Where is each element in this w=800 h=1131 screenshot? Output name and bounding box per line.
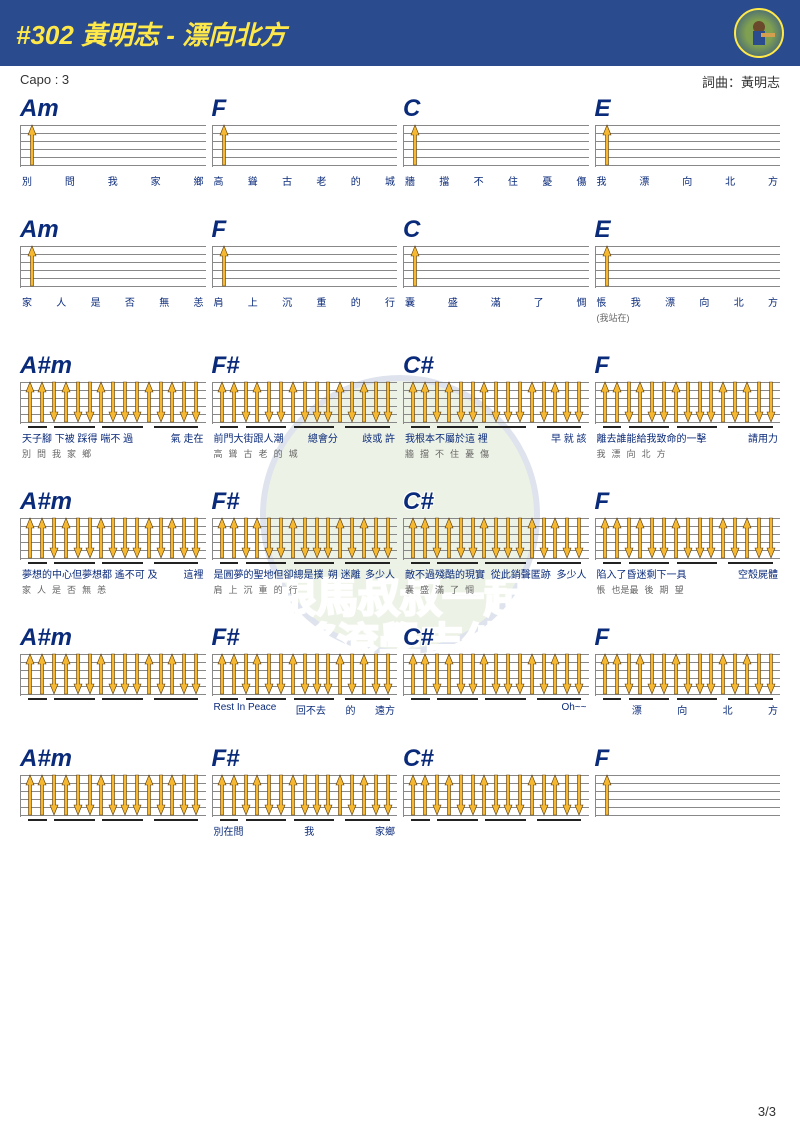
measure: C# 我根本不屬於這 裡早 就 該 牆擋不住憂傷 [403,352,589,460]
measure: E 悵我漂向北方 (我站在) [595,216,781,324]
chord-label: Am [20,95,206,123]
staff [212,775,398,817]
staff [403,654,589,696]
staff [20,246,206,288]
measure: A#m 夢想的中心但夢想都 遙不可 及這裡 家人是否無恙 [20,488,206,596]
staff [212,246,398,288]
staff [212,125,398,167]
measure: C 牆擋不住憂傷 [403,95,589,188]
chord-label: F# [212,745,398,773]
measure: Am 家人是否無恙 [20,216,206,324]
staff [595,775,781,817]
channel-logo [734,8,784,58]
staff [403,382,589,424]
chord-label: A#m [20,488,206,516]
measure: F# Rest In Peace回不去的遠方 [212,624,398,717]
staff [20,518,206,560]
measure: F 高聳古老的城 [212,95,398,188]
chord-label: F [595,352,781,380]
staff-row: A#m F# 別在問我家鄉 C# [20,745,780,838]
measure: C# [403,745,589,838]
staff-row: A#m F# Rest In Peace回不去的遠方 C# [20,624,780,717]
chord-label: C# [403,624,589,652]
chord-label: F [595,488,781,516]
chord-label: F# [212,624,398,652]
measure: E 我漂向北方 [595,95,781,188]
staff [595,382,781,424]
measure: F# 是圓夢的聖地但卻總是撲朔 迷離多少人 肩上沉重的行 [212,488,398,596]
staff-row: Am 別問我家鄉 F 高聳古老的城 C 牆擋不住憂傷 E [20,95,780,188]
sheet-content: 跟馬叔叔一起搖滾學吉他 Am 別問我家鄉 F 高聳古老的城 C 牆擋不住憂傷 [0,95,800,838]
chord-label: F [212,95,398,123]
chord-label: Am [20,216,206,244]
measure: F 陷入了昏迷剩下一具空殼屍體 悵也是最後期望 [595,488,781,596]
staff [212,382,398,424]
chord-label: E [595,95,781,123]
staff-row: A#m 天子腳 下被 踩得 喘不 過氣 走在 別問我家鄉 F# 前門大街跟人潮總… [20,352,780,460]
measure: A#m [20,624,206,717]
measure: A#m 天子腳 下被 踩得 喘不 過氣 走在 別問我家鄉 [20,352,206,460]
chord-label: C [403,216,589,244]
measure: F 漂向北方 [595,624,781,717]
chord-label: F# [212,352,398,380]
capo-label: Capo : 3 [20,72,69,91]
staff [212,518,398,560]
chord-label: F# [212,488,398,516]
chord-label: E [595,216,781,244]
measure: F# 別在問我家鄉 [212,745,398,838]
staff [20,382,206,424]
chord-label: C# [403,352,589,380]
measure: C 囊盛滿了惆 [403,216,589,324]
measure: F 離去誰能給我致命的一擊請用力 我漂向北方 [595,352,781,460]
chord-label: C# [403,488,589,516]
chord-label: A#m [20,352,206,380]
measure: A#m [20,745,206,838]
staff [595,246,781,288]
measure: F 肩上沉重的行 [212,216,398,324]
chord-label: A#m [20,624,206,652]
measure: F# 前門大街跟人潮總會分歧或 許 高聳古老的城 [212,352,398,460]
measure: C# Oh~~ [403,624,589,717]
staff [20,775,206,817]
chord-label: A#m [20,745,206,773]
measure: C# 敵不過殘酷的現實從此銷聲匿跡多少人 囊盛滿了惆 [403,488,589,596]
staff [20,125,206,167]
staff [403,246,589,288]
staff [212,654,398,696]
staff-row: A#m 夢想的中心但夢想都 遙不可 及這裡 家人是否無恙 F# 是圓夢的聖地但卻… [20,488,780,596]
staff [20,654,206,696]
measure: Am 別問我家鄉 [20,95,206,188]
chord-label: C# [403,745,589,773]
chord-label: F [595,745,781,773]
staff [595,654,781,696]
song-title: #302 黃明志 - 漂向北方 [16,15,286,52]
staff-row: Am 家人是否無恙 F 肩上沉重的行 C 囊盛滿了惆 E [20,216,780,324]
staff [403,125,589,167]
page-header: #302 黃明志 - 漂向北方 [0,0,800,66]
page-number: 3/3 [758,1104,776,1119]
staff [403,775,589,817]
chord-label: F [595,624,781,652]
staff [595,518,781,560]
chord-label: C [403,95,589,123]
credit-label: 詞曲：黃明志 [702,72,780,91]
meta-row: Capo : 3 詞曲：黃明志 [0,66,800,95]
staff [595,125,781,167]
chord-label: F [212,216,398,244]
measure: F [595,745,781,838]
staff [403,518,589,560]
